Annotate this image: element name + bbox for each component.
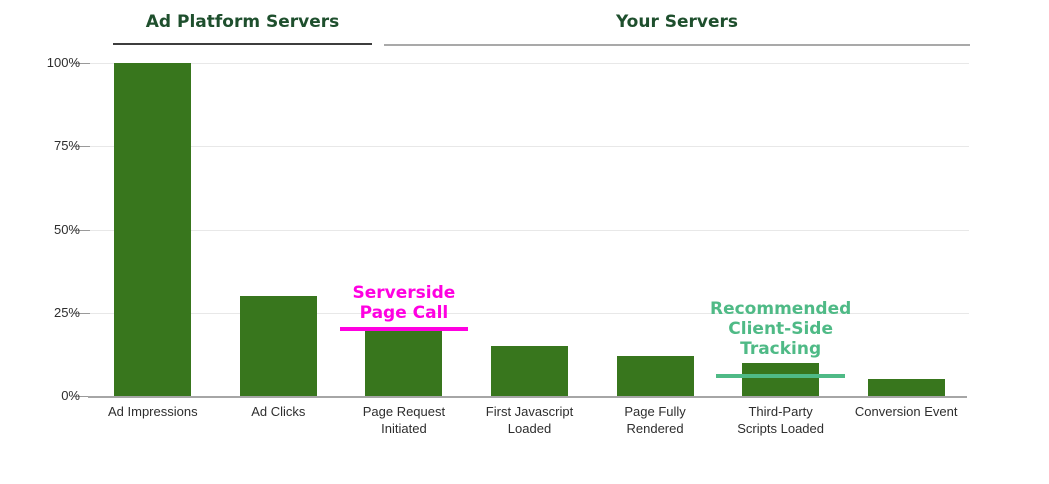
- group-header-underline: [384, 44, 970, 46]
- annotation-label-line: Serverside: [352, 283, 456, 304]
- x-axis-label-line: Ad Clicks: [251, 404, 306, 419]
- annotation-marker-line: [339, 327, 469, 332]
- x-axis-label-line: Initiated: [381, 421, 427, 436]
- x-axis-label-line: Rendered: [626, 421, 684, 436]
- bar: [491, 346, 568, 396]
- x-axis-label-line: Page Fully: [624, 404, 686, 419]
- gridline: [90, 312, 969, 314]
- group-header-underline: [113, 43, 372, 45]
- x-axis-category-label: Page Fully Rendered: [590, 403, 720, 437]
- group-header-label: Your Servers: [615, 12, 739, 32]
- y-axis-tick-label: 25%: [53, 304, 80, 320]
- bar: [239, 296, 317, 396]
- y-axis-tick: [74, 229, 90, 231]
- x-axis-line: [88, 396, 967, 398]
- y-axis-tick: [74, 63, 90, 64]
- bar: [365, 329, 443, 396]
- y-axis-tick-label: 75%: [53, 138, 80, 154]
- x-axis-label-line: Third-Party: [748, 404, 813, 419]
- bar: [867, 379, 945, 396]
- y-axis-tick-label: 0%: [61, 388, 80, 403]
- annotation-label-line: Recommended: [709, 298, 852, 319]
- annotation-marker-line: [716, 374, 845, 379]
- group-header-label: Ad Platform Servers: [145, 12, 340, 32]
- x-axis-label-line: First Javascript: [485, 404, 574, 419]
- bar: [616, 356, 694, 396]
- x-axis-label-line: Ad Impressions: [107, 404, 198, 419]
- annotation-label-line: Client-Side: [728, 318, 833, 339]
- y-axis-tick: [74, 146, 90, 148]
- x-axis-label-line: Scripts Loaded: [737, 421, 824, 436]
- gridline: [90, 63, 969, 64]
- y-axis-tick: [74, 312, 90, 314]
- x-axis-label-line: Loaded: [507, 421, 552, 436]
- x-axis-category-label: Page Request Initiated: [339, 403, 469, 437]
- y-axis-tick-label: 100%: [46, 55, 80, 70]
- x-axis-category-label: First Javascript Loaded: [465, 403, 595, 437]
- annotation-label-line: Tracking: [740, 338, 822, 359]
- y-axis-tick-label: 50%: [53, 221, 80, 237]
- bar: [742, 362, 820, 396]
- x-axis-category-label: Ad Impressions: [88, 403, 218, 420]
- bar: [114, 63, 192, 396]
- x-axis-category-label: Ad Clicks: [213, 403, 343, 420]
- annotation-label: Recommended Client-Side Tracking: [651, 299, 911, 359]
- x-axis-label-line: Page Request: [362, 404, 446, 419]
- gridline: [90, 229, 969, 231]
- y-axis-tick: [74, 396, 90, 397]
- gridline: [90, 146, 969, 148]
- x-axis-category-label: Conversion Event: [841, 403, 971, 420]
- annotation-label: Serverside Page Call: [274, 283, 534, 323]
- x-axis-category-label: Third-Party Scripts Loaded: [716, 403, 846, 437]
- x-axis-label-line: Conversion Event: [854, 404, 958, 419]
- annotation-label-line: Page Call: [359, 303, 449, 324]
